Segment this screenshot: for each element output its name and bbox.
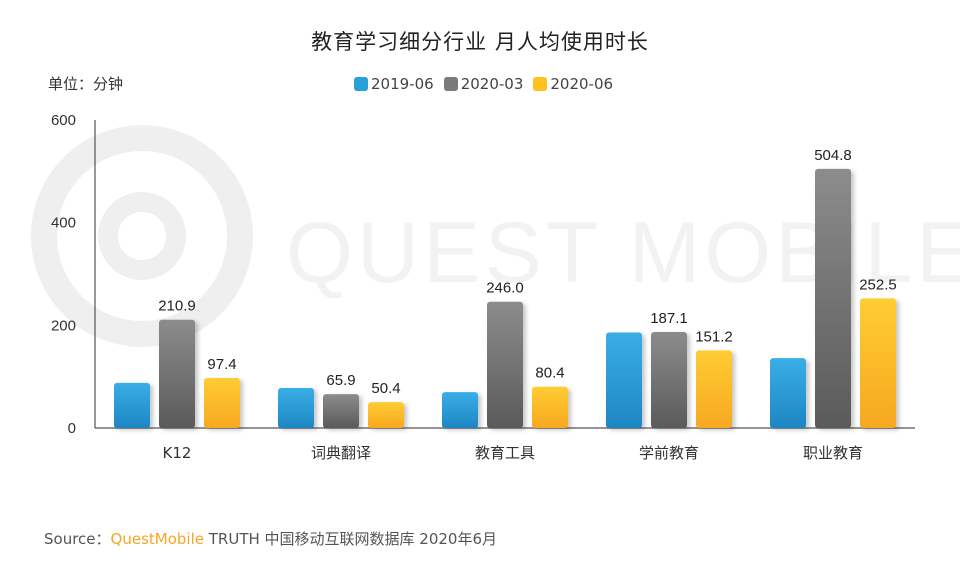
bar-2020-03-K12 [159,319,195,428]
data-label: 151.2 [695,328,733,345]
source-brand: QuestMobile [110,530,204,548]
bar-2020-06-职业教育 [860,298,896,428]
legend-item-2020-06: 2020-06 [533,75,613,93]
bar-2020-03-职业教育 [815,168,851,429]
bar-2020-06-学前教育 [696,350,732,428]
legend-swatch-2020-03 [443,77,458,91]
data-label: 504.8 [814,147,852,164]
x-tick-label: 职业教育 [803,444,863,462]
x-tick-label: 词典翻译 [311,444,371,462]
bar-2020-03-学前教育 [651,331,687,428]
legend-label-2020-03: 2020-03 [460,75,524,93]
y-tick-label: 600 [51,112,76,129]
data-label: 50.4 [371,380,400,397]
chart-title: 教育学习细分行业 月人均使用时长 [311,30,649,54]
legend: 2019-06 2020-03 2020-06 [354,74,623,94]
source-note: Source：QuestMobile TRUTH 中国移动互联网数据库 2020… [44,528,497,549]
x-tick-label: 学前教育 [639,444,699,462]
bar-2020-03-教育工具 [487,301,523,428]
bar-2020-06-教育工具 [532,386,568,428]
data-label: 97.4 [207,356,236,373]
bar-2019-06-职业教育 [770,358,806,428]
bar-2019-06-词典翻译 [278,387,314,428]
legend-label-2020-06: 2020-06 [550,75,614,93]
x-tick-label: K12 [163,444,192,462]
x-tick-label: 教育工具 [475,444,535,462]
data-label: 80.4 [535,365,564,382]
source-prefix: Source： [44,530,111,548]
bar-2019-06-学前教育 [606,332,642,428]
legend-swatch-2020-06 [533,77,548,91]
bar-2020-03-词典翻译 [323,394,359,428]
legend-label-2019-06: 2019-06 [371,75,434,93]
source-suffix: TRUTH 中国移动互联网数据库 2020年6月 [203,530,498,548]
legend-item-2020-03: 2020-03 [443,75,524,93]
bar-2019-06-K12 [114,382,150,428]
data-label: 65.9 [326,372,355,389]
data-label: 210.9 [158,298,196,315]
y-tick-label: 0 [68,420,76,437]
y-tick-label: 200 [51,317,76,334]
legend-item-2019-06: 2019-06 [354,75,434,93]
data-label: 246.0 [486,280,524,297]
legend-swatch-2019-06 [354,77,368,91]
bar-2020-06-词典翻译 [368,402,404,428]
data-label: 252.5 [859,276,897,293]
bar-2019-06-教育工具 [442,392,478,428]
data-label: 187.1 [650,310,688,327]
unit-label: 单位：分钟 [48,75,124,93]
bar-2020-06-K12 [204,378,240,428]
y-tick-label: 400 [51,215,76,232]
